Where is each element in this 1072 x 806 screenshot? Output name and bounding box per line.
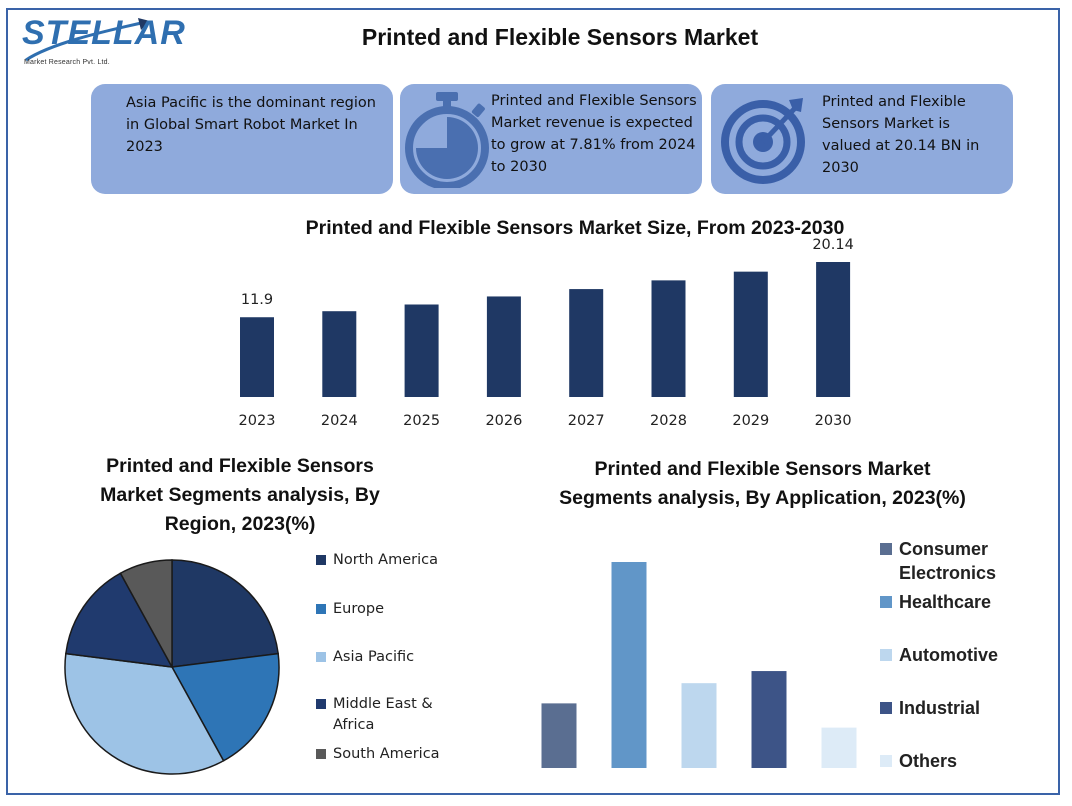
app-bar-1 [611, 562, 647, 768]
legend-item: Consumer Electronics [880, 537, 1020, 585]
logo-subtitle: Market Research Pvt. Ltd. [24, 59, 110, 66]
legend-item: Others [880, 749, 1020, 773]
logo-text: STELLAR [22, 14, 186, 52]
legend-label: North America [333, 552, 438, 568]
legend-item: Healthcare [880, 590, 1020, 614]
bar-2027 [569, 289, 604, 397]
legend-swatch [316, 604, 326, 614]
legend-swatch [316, 652, 326, 662]
x-tick-label: 2030 [815, 413, 852, 429]
legend-label: Healthcare [899, 592, 992, 612]
legend-swatch [880, 596, 892, 608]
pie-slice-4 [119, 559, 173, 668]
bar-2024 [322, 311, 357, 397]
legend-swatch [880, 649, 892, 661]
bar-2026 [486, 296, 521, 397]
infographic-frame [6, 8, 1060, 795]
x-tick-label: 2023 [239, 413, 276, 429]
app-bar-4 [821, 727, 857, 768]
data-label: 20.14 [812, 237, 854, 253]
legend-swatch [316, 555, 326, 565]
legend-label: Europe [333, 601, 384, 617]
application-bar-chart [541, 562, 857, 768]
card-text: Printed and Flexible Sensors Market reve… [491, 93, 697, 175]
application-chart-title: Printed and Flexible Sensors Market Segm… [559, 458, 966, 509]
card-text: Asia Pacific is the dominant region in G… [126, 95, 376, 155]
x-tick-label: 2029 [732, 413, 769, 429]
legend-item: Automotive [880, 643, 1020, 667]
legend-swatch [880, 702, 892, 714]
bar-2028 [651, 280, 686, 397]
legend-item: Industrial [880, 696, 1020, 720]
data-label: 11.9 [241, 292, 273, 308]
region-chart-title: Printed and Flexible Sensors Market Segm… [100, 455, 380, 535]
page-title: Printed and Flexible Sensors Market [361, 24, 759, 50]
stellar-logo [20, 14, 160, 74]
pie-slice-2 [64, 652, 225, 775]
x-tick-label: 2028 [650, 413, 687, 429]
app-bar-0 [541, 703, 577, 768]
market-size-chart-title: Printed and Flexible Sensors Market Size… [305, 217, 845, 239]
info-card-growth: Printed and Flexible Sensors Market reve… [400, 84, 702, 194]
legend-item: Middle East & Africa [316, 694, 446, 736]
bar-2023 [240, 317, 274, 397]
legend-item: Europe [316, 599, 446, 620]
legend-swatch [880, 543, 892, 555]
bar-2025 [404, 304, 439, 397]
legend-swatch [316, 699, 326, 709]
pie-slice-3 [65, 572, 174, 668]
legend-item: North America [316, 550, 446, 571]
legend-label: South America [333, 746, 440, 762]
x-tick-label: 2025 [403, 413, 440, 429]
legend-label: Industrial [899, 698, 981, 718]
bar-2029 [733, 271, 768, 397]
bar-2030 [816, 262, 851, 397]
legend-label: Automotive [899, 645, 998, 665]
logo-swoosh-icon [25, 18, 150, 62]
legend-swatch [880, 755, 892, 767]
x-tick-label: 2027 [568, 413, 605, 429]
info-card-region: Asia Pacific is the dominant region in G… [91, 84, 393, 194]
app-bar-2 [681, 683, 717, 768]
legend-label: Middle East & Africa [333, 696, 433, 733]
legend-item: South America [316, 744, 446, 765]
legend-label: Asia Pacific [333, 649, 415, 665]
stopwatch-icon [405, 92, 489, 188]
app-bar-3 [751, 671, 787, 768]
info-card-value: Printed and Flexible Sensors Market is v… [711, 84, 1013, 194]
legend-label: Consumer Electronics [899, 539, 997, 583]
pie-slice-1 [170, 652, 280, 762]
legend-swatch [316, 749, 326, 759]
legend-label: Others [899, 751, 958, 771]
pie-slice-0 [171, 559, 279, 668]
x-tick-label: 2024 [321, 413, 358, 429]
card-text: Printed and Flexible Sensors Market is v… [822, 94, 980, 176]
x-tick-label: 2026 [485, 413, 522, 429]
legend-item: Asia Pacific [316, 647, 446, 668]
region-pie-chart [64, 559, 280, 775]
target-icon [721, 98, 805, 184]
